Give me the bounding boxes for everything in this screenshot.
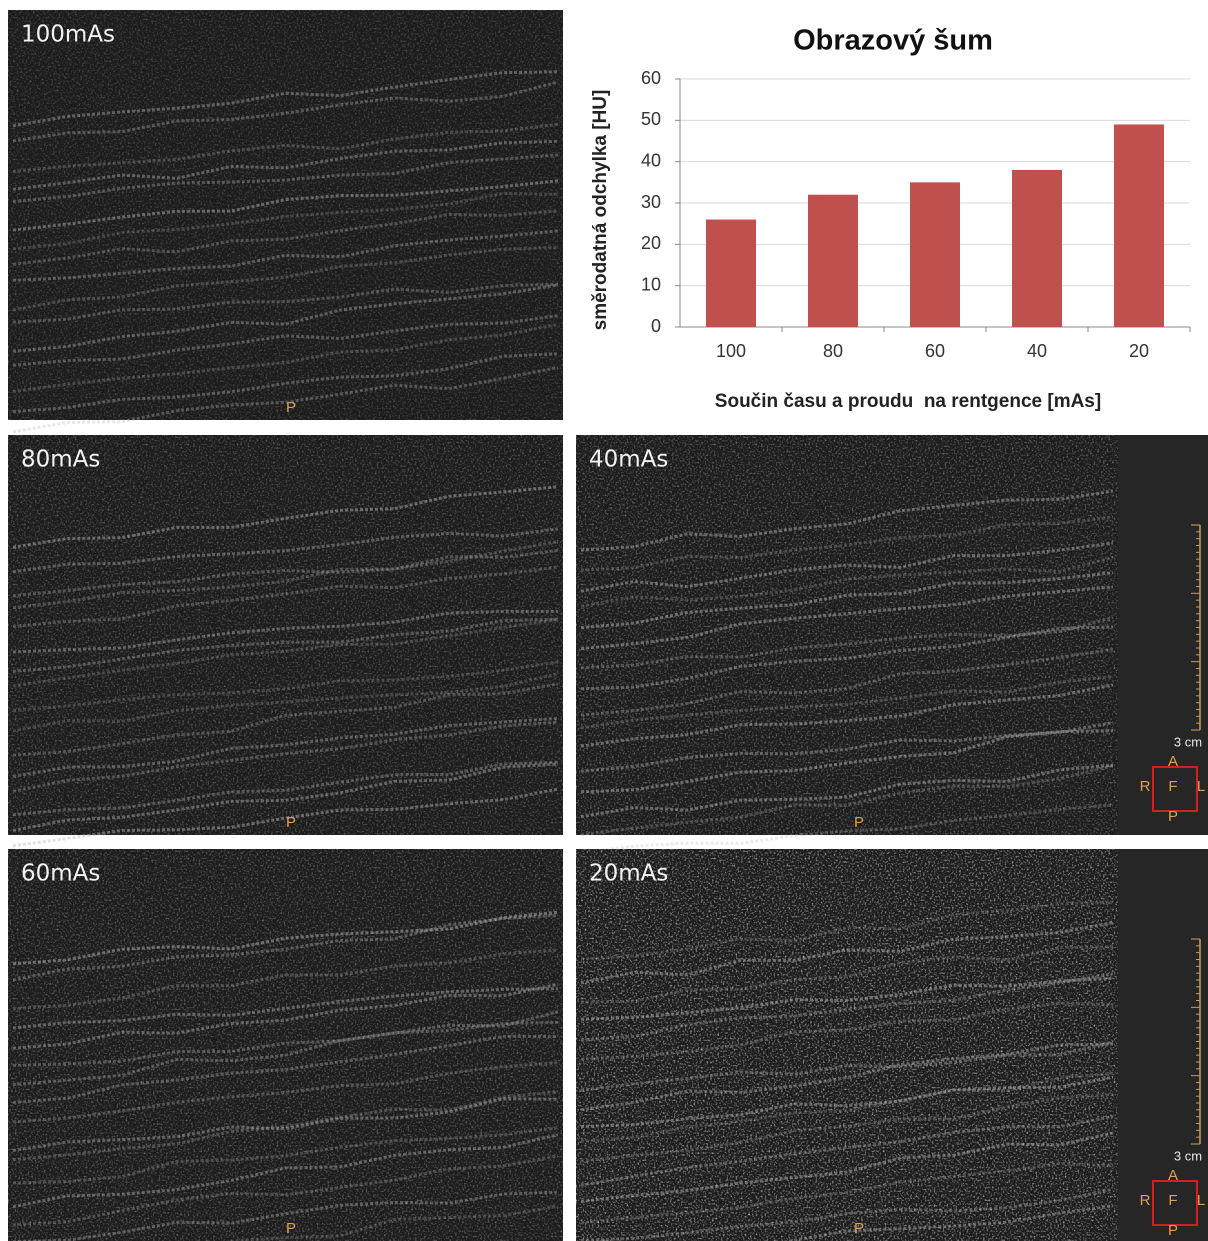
chart-title: Obrazový šum: [793, 25, 993, 57]
orient-left: R: [1140, 1192, 1151, 1209]
orient-top: A: [1168, 753, 1178, 770]
bar: [910, 182, 960, 327]
bar: [808, 195, 858, 327]
image-noise: [8, 849, 563, 1241]
ct-panel: 60mAs P: [8, 849, 563, 1241]
x-axis-label: Součin času a proudu na rentgence [mAs]: [715, 391, 1101, 412]
x-tick-label: 80: [823, 341, 843, 361]
orientation-marker: P: [286, 1220, 296, 1237]
bar: [1012, 170, 1062, 327]
orient-bottom: P: [1168, 1222, 1178, 1239]
bar: [706, 220, 756, 327]
x-tick-label: 40: [1027, 341, 1047, 361]
orientation-marker: P: [286, 814, 296, 831]
bar: [1114, 124, 1164, 327]
scale-label: 3 cm: [1174, 734, 1202, 749]
ct-panel: 100mAs P: [8, 10, 563, 432]
orient-bottom: P: [1168, 808, 1178, 825]
y-axis-label: směrodatná odchylka [HU]: [590, 90, 611, 331]
y-tick-label: 30: [641, 192, 661, 212]
panel-label: 20mAs: [589, 861, 668, 887]
panel-label: 100mAs: [21, 22, 115, 48]
panel-label: 60mAs: [21, 861, 100, 887]
panel-label: 40mAs: [589, 447, 668, 473]
ct-panel: 80mAs P: [8, 435, 563, 846]
orient-left: R: [1140, 778, 1151, 795]
x-tick-label: 60: [925, 341, 945, 361]
y-tick-label: 50: [641, 109, 661, 129]
orient-center: F: [1168, 1192, 1177, 1209]
scale-label: 3 cm: [1174, 1148, 1202, 1163]
orient-right: L: [1197, 1192, 1205, 1209]
y-tick-label: 60: [641, 68, 661, 88]
x-tick-label: 100: [716, 341, 746, 361]
orientation-marker: P: [286, 399, 296, 416]
x-tick-label: 20: [1129, 341, 1149, 361]
orientation-marker: P: [854, 814, 864, 831]
y-tick-label: 10: [641, 274, 661, 294]
image-noise: [576, 435, 1118, 835]
y-tick-label: 0: [651, 316, 661, 336]
y-tick-label: 20: [641, 233, 661, 253]
figure: 100mAsP80mAsP40mAsP3 cmARFLP60mAsP20mAsP…: [0, 0, 1208, 1241]
orientation-marker: P: [854, 1220, 864, 1237]
orient-center: F: [1168, 778, 1177, 795]
panel-label: 80mAs: [21, 447, 100, 473]
y-tick-label: 40: [641, 150, 661, 170]
orient-top: A: [1168, 1167, 1178, 1184]
orient-right: L: [1197, 778, 1205, 795]
